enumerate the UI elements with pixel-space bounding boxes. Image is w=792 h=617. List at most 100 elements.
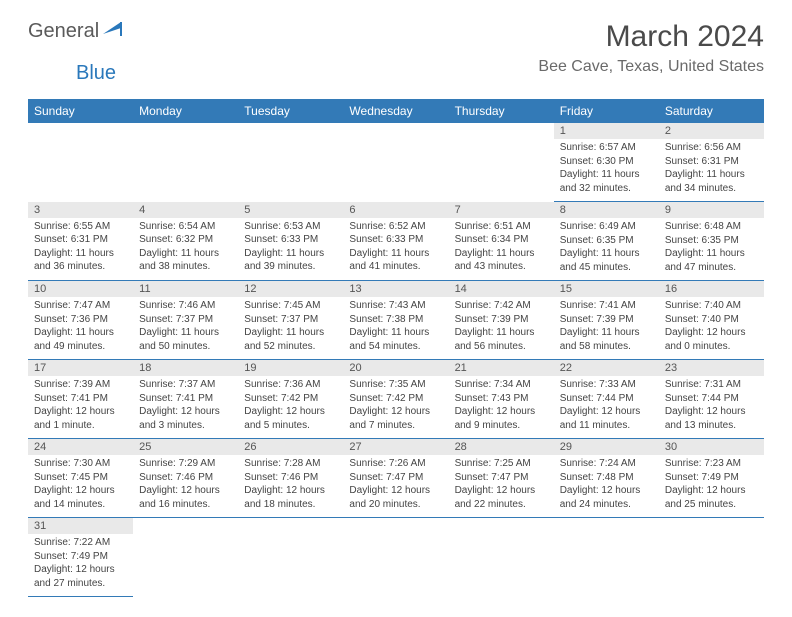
day-number: 16	[659, 281, 764, 297]
day-header: Friday	[554, 99, 659, 123]
day-number: 10	[28, 281, 133, 297]
calendar-cell: 26Sunrise: 7:28 AMSunset: 7:46 PMDayligh…	[238, 439, 343, 518]
day-header: Wednesday	[343, 99, 448, 123]
day-details: Sunrise: 7:26 AMSunset: 7:47 PMDaylight:…	[343, 455, 448, 515]
calendar-cell	[449, 518, 554, 597]
day-details: Sunrise: 6:55 AMSunset: 6:31 PMDaylight:…	[28, 218, 133, 278]
logo-text-general: General	[28, 20, 99, 43]
calendar-cell: 11Sunrise: 7:46 AMSunset: 7:37 PMDayligh…	[133, 281, 238, 360]
day-header: Tuesday	[238, 99, 343, 123]
day-details: Sunrise: 6:52 AMSunset: 6:33 PMDaylight:…	[343, 218, 448, 278]
calendar-cell: 10Sunrise: 7:47 AMSunset: 7:36 PMDayligh…	[28, 281, 133, 360]
day-number: 6	[343, 202, 448, 218]
day-number: 26	[238, 439, 343, 455]
day-details: Sunrise: 6:48 AMSunset: 6:35 PMDaylight:…	[659, 218, 764, 278]
day-number: 31	[28, 518, 133, 534]
day-details: Sunrise: 7:25 AMSunset: 7:47 PMDaylight:…	[449, 455, 554, 515]
calendar-cell: 15Sunrise: 7:41 AMSunset: 7:39 PMDayligh…	[554, 281, 659, 360]
day-details: Sunrise: 6:57 AMSunset: 6:30 PMDaylight:…	[554, 139, 659, 199]
day-number: 19	[238, 360, 343, 376]
day-header: Sunday	[28, 99, 133, 123]
calendar-cell: 22Sunrise: 7:33 AMSunset: 7:44 PMDayligh…	[554, 360, 659, 439]
day-number: 25	[133, 439, 238, 455]
day-number: 30	[659, 439, 764, 455]
day-number: 3	[28, 202, 133, 218]
calendar-cell	[659, 518, 764, 597]
day-details: Sunrise: 7:37 AMSunset: 7:41 PMDaylight:…	[133, 376, 238, 436]
calendar-cell	[133, 123, 238, 202]
day-details: Sunrise: 7:33 AMSunset: 7:44 PMDaylight:…	[554, 376, 659, 436]
day-details: Sunrise: 7:28 AMSunset: 7:46 PMDaylight:…	[238, 455, 343, 515]
location-label: Bee Cave, Texas, United States	[538, 58, 764, 76]
day-number: 5	[238, 202, 343, 218]
calendar-cell: 1Sunrise: 6:57 AMSunset: 6:30 PMDaylight…	[554, 123, 659, 202]
calendar-cell: 8Sunrise: 6:49 AMSunset: 6:35 PMDaylight…	[554, 202, 659, 281]
calendar-cell	[133, 518, 238, 597]
day-number: 12	[238, 281, 343, 297]
day-number: 23	[659, 360, 764, 376]
day-header: Saturday	[659, 99, 764, 123]
calendar-cell: 9Sunrise: 6:48 AMSunset: 6:35 PMDaylight…	[659, 202, 764, 281]
calendar-cell: 7Sunrise: 6:51 AMSunset: 6:34 PMDaylight…	[449, 202, 554, 281]
day-number: 21	[449, 360, 554, 376]
day-details: Sunrise: 7:43 AMSunset: 7:38 PMDaylight:…	[343, 297, 448, 357]
day-details: Sunrise: 7:47 AMSunset: 7:36 PMDaylight:…	[28, 297, 133, 357]
day-details: Sunrise: 7:45 AMSunset: 7:37 PMDaylight:…	[238, 297, 343, 357]
day-details: Sunrise: 7:40 AMSunset: 7:40 PMDaylight:…	[659, 297, 764, 357]
logo: General	[28, 20, 129, 43]
calendar-cell	[238, 123, 343, 202]
calendar-cell	[343, 518, 448, 597]
day-details: Sunrise: 7:46 AMSunset: 7:37 PMDaylight:…	[133, 297, 238, 357]
calendar-cell: 20Sunrise: 7:35 AMSunset: 7:42 PMDayligh…	[343, 360, 448, 439]
day-number: 8	[554, 202, 659, 218]
calendar-cell: 19Sunrise: 7:36 AMSunset: 7:42 PMDayligh…	[238, 360, 343, 439]
day-details: Sunrise: 6:56 AMSunset: 6:31 PMDaylight:…	[659, 139, 764, 199]
calendar-cell: 14Sunrise: 7:42 AMSunset: 7:39 PMDayligh…	[449, 281, 554, 360]
day-number: 28	[449, 439, 554, 455]
day-details: Sunrise: 7:31 AMSunset: 7:44 PMDaylight:…	[659, 376, 764, 436]
calendar-cell: 17Sunrise: 7:39 AMSunset: 7:41 PMDayligh…	[28, 360, 133, 439]
calendar-cell	[554, 518, 659, 597]
day-details: Sunrise: 6:53 AMSunset: 6:33 PMDaylight:…	[238, 218, 343, 278]
day-details: Sunrise: 7:41 AMSunset: 7:39 PMDaylight:…	[554, 297, 659, 357]
calendar-table: SundayMondayTuesdayWednesdayThursdayFrid…	[28, 99, 764, 597]
day-details: Sunrise: 7:22 AMSunset: 7:49 PMDaylight:…	[28, 534, 133, 594]
page-title: March 2024	[538, 20, 764, 54]
day-number: 20	[343, 360, 448, 376]
day-details: Sunrise: 6:51 AMSunset: 6:34 PMDaylight:…	[449, 218, 554, 278]
day-number: 1	[554, 123, 659, 139]
day-number: 27	[343, 439, 448, 455]
day-number: 11	[133, 281, 238, 297]
day-header: Monday	[133, 99, 238, 123]
day-number: 2	[659, 123, 764, 139]
day-details: Sunrise: 7:23 AMSunset: 7:49 PMDaylight:…	[659, 455, 764, 515]
day-details: Sunrise: 7:39 AMSunset: 7:41 PMDaylight:…	[28, 376, 133, 436]
day-details: Sunrise: 7:34 AMSunset: 7:43 PMDaylight:…	[449, 376, 554, 436]
logo-text-blue: Blue	[76, 62, 116, 85]
calendar-cell: 27Sunrise: 7:26 AMSunset: 7:47 PMDayligh…	[343, 439, 448, 518]
day-details: Sunrise: 7:35 AMSunset: 7:42 PMDaylight:…	[343, 376, 448, 436]
day-number: 4	[133, 202, 238, 218]
day-number: 17	[28, 360, 133, 376]
day-number: 18	[133, 360, 238, 376]
calendar-cell: 31Sunrise: 7:22 AMSunset: 7:49 PMDayligh…	[28, 518, 133, 597]
calendar-cell: 30Sunrise: 7:23 AMSunset: 7:49 PMDayligh…	[659, 439, 764, 518]
day-header: Thursday	[449, 99, 554, 123]
day-details: Sunrise: 7:36 AMSunset: 7:42 PMDaylight:…	[238, 376, 343, 436]
calendar-cell: 29Sunrise: 7:24 AMSunset: 7:48 PMDayligh…	[554, 439, 659, 518]
day-details: Sunrise: 7:29 AMSunset: 7:46 PMDaylight:…	[133, 455, 238, 515]
calendar-cell: 5Sunrise: 6:53 AMSunset: 6:33 PMDaylight…	[238, 202, 343, 281]
day-details: Sunrise: 7:42 AMSunset: 7:39 PMDaylight:…	[449, 297, 554, 357]
day-number: 22	[554, 360, 659, 376]
calendar-cell: 25Sunrise: 7:29 AMSunset: 7:46 PMDayligh…	[133, 439, 238, 518]
calendar-cell	[343, 123, 448, 202]
calendar-cell: 3Sunrise: 6:55 AMSunset: 6:31 PMDaylight…	[28, 202, 133, 281]
day-number: 14	[449, 281, 554, 297]
calendar-cell: 18Sunrise: 7:37 AMSunset: 7:41 PMDayligh…	[133, 360, 238, 439]
flag-icon	[103, 20, 127, 43]
calendar-cell: 16Sunrise: 7:40 AMSunset: 7:40 PMDayligh…	[659, 281, 764, 360]
calendar-cell: 2Sunrise: 6:56 AMSunset: 6:31 PMDaylight…	[659, 123, 764, 202]
calendar-cell: 23Sunrise: 7:31 AMSunset: 7:44 PMDayligh…	[659, 360, 764, 439]
calendar-cell: 24Sunrise: 7:30 AMSunset: 7:45 PMDayligh…	[28, 439, 133, 518]
day-number: 29	[554, 439, 659, 455]
